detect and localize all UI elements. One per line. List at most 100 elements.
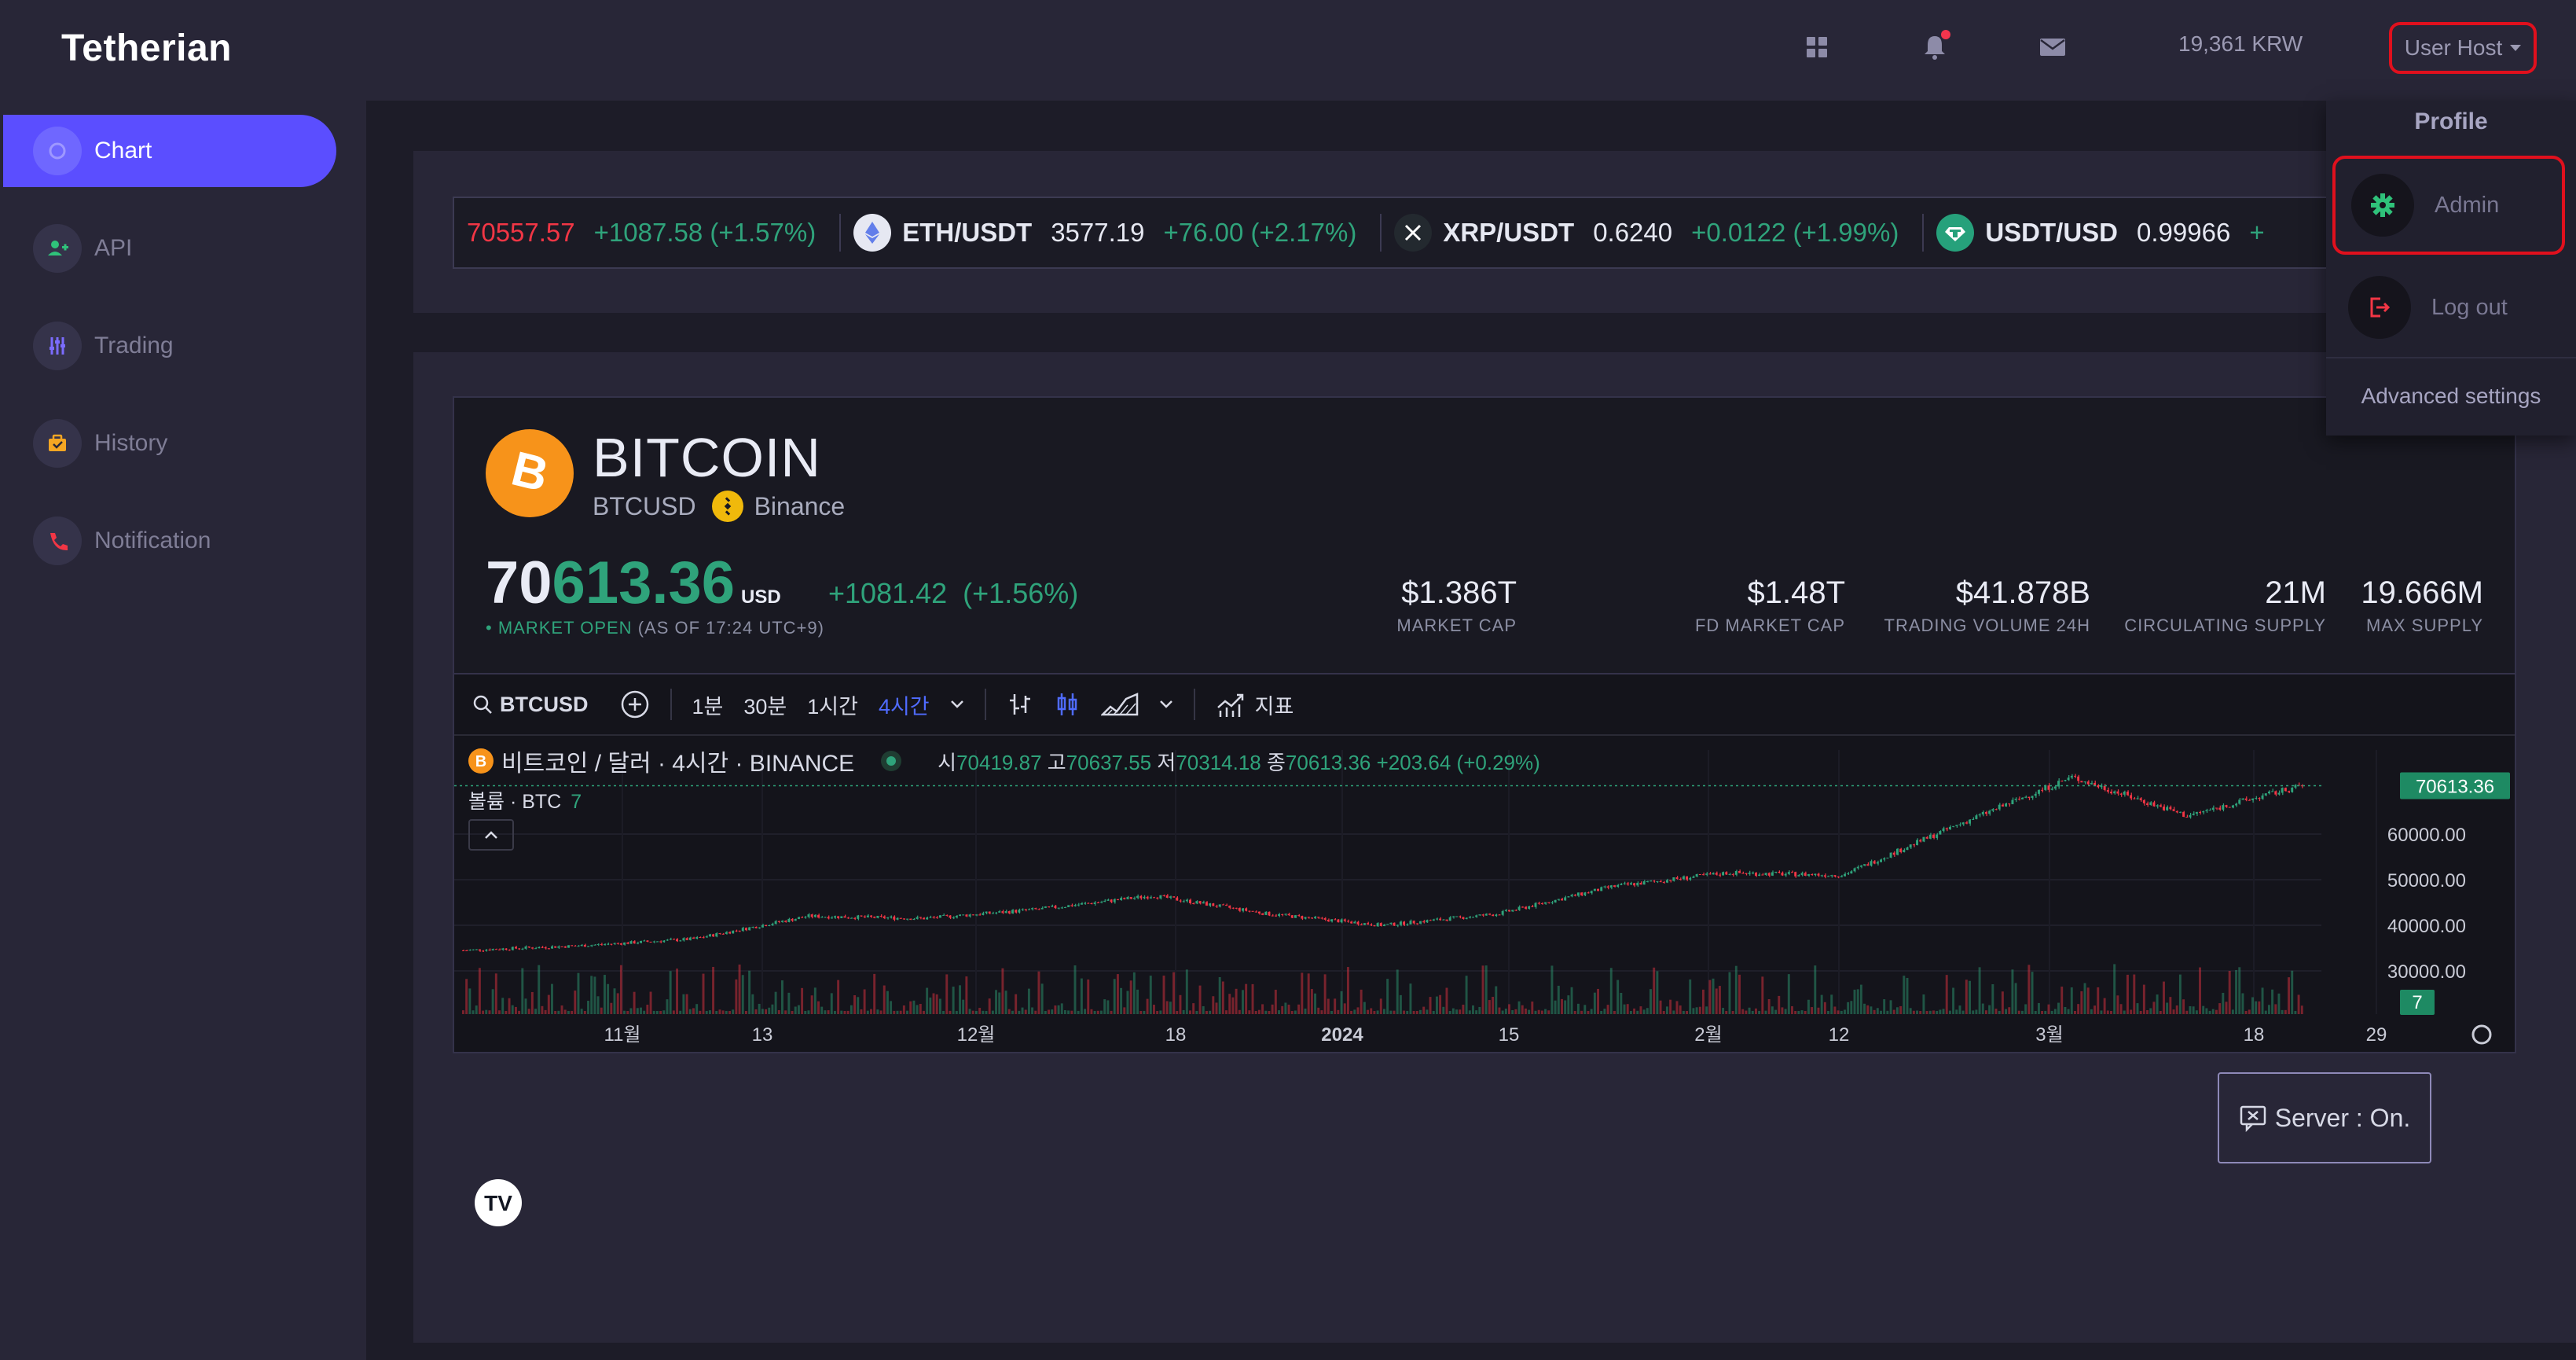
ticker-item-btc[interactable]: 70557.57 +1087.58 (+1.57%) xyxy=(454,218,839,248)
candle xyxy=(1771,872,1774,876)
volume-bar xyxy=(2215,1009,2218,1014)
volume-bar xyxy=(1242,990,1244,1014)
volume-bar xyxy=(748,970,751,1014)
stat-market-cap: $1.386T MARKET CAP xyxy=(1396,575,1517,636)
volume-bar xyxy=(1459,1009,1462,1014)
candle xyxy=(938,915,941,918)
volume-bar xyxy=(1975,1009,1978,1014)
volume-bar xyxy=(1544,1009,1547,1014)
candle xyxy=(2001,804,2004,807)
legend-collapse-button[interactable] xyxy=(468,819,514,851)
volume-bar xyxy=(2057,1002,2060,1014)
candle xyxy=(843,916,846,918)
candle xyxy=(2014,798,2017,800)
volume-bar xyxy=(959,985,961,1014)
volume-bar xyxy=(1314,993,1317,1014)
candle xyxy=(2300,785,2303,787)
chart-settings-icon[interactable] xyxy=(2471,1024,2492,1045)
candle xyxy=(1528,906,1531,909)
mail-icon[interactable] xyxy=(2032,27,2073,68)
volume-bar xyxy=(2047,1004,2050,1014)
user-menu-button[interactable]: User Host xyxy=(2389,22,2537,74)
compare-add-button[interactable] xyxy=(620,689,650,719)
volume-bar xyxy=(1412,1010,1415,1014)
sidebar-item-history[interactable]: History xyxy=(3,407,336,480)
candle xyxy=(971,914,974,916)
candle xyxy=(1024,909,1027,910)
candle xyxy=(1007,911,1011,913)
ticker-item-usdt[interactable]: USDT/USD 0.99966 + xyxy=(1922,214,2288,252)
candle xyxy=(768,925,771,927)
candle xyxy=(2037,789,2040,794)
sidebar-item-chart[interactable]: Chart xyxy=(3,115,336,187)
coin-panel: B BITCOIN BTCUSD Binance 70613.36 USD +10… xyxy=(413,352,2576,1343)
volume-bar xyxy=(2231,1009,2234,1014)
candle xyxy=(1189,899,1191,903)
candle xyxy=(1665,880,1668,883)
ticker-item-eth[interactable]: ETH/USDT 3577.19 +76.00 (+2.17%) xyxy=(839,214,1380,252)
ticker-tape[interactable]: 70557.57 +1087.58 (+1.57%) ETH/USDT 3577… xyxy=(453,197,2576,269)
advanced-settings-link[interactable]: Advanced settings xyxy=(2361,384,2541,408)
chart-type-dropdown[interactable] xyxy=(1159,700,1173,709)
volume-bar xyxy=(1514,1009,1517,1014)
candle xyxy=(1129,897,1132,899)
candlestick-plot[interactable]: 30000.00 40000.00 50000.00 60000.00 11월 13 12월… xyxy=(454,734,2515,1050)
volume-bar xyxy=(2251,997,2254,1014)
candle xyxy=(1708,873,1712,875)
candle xyxy=(1126,897,1129,899)
volume-bar xyxy=(544,1009,547,1014)
volume-bar xyxy=(1722,1008,1725,1014)
candle xyxy=(860,915,863,917)
ticker-item-xrp[interactable]: XRP/USDT 0.6240 +0.0122 (+1.99%) xyxy=(1380,214,1922,252)
interval-1m[interactable]: 1분 xyxy=(692,694,724,719)
apps-grid-icon[interactable] xyxy=(1796,27,1837,68)
volume-bar xyxy=(1817,1007,1820,1014)
bar-style-button[interactable] xyxy=(1007,691,1033,718)
candle xyxy=(616,943,619,944)
volume-bar xyxy=(1254,1010,1257,1014)
volume-bar xyxy=(965,976,968,1014)
candle xyxy=(1337,919,1340,923)
interval-30m[interactable]: 30분 xyxy=(743,694,787,719)
interval-4h[interactable]: 4시간 xyxy=(878,694,930,719)
price-chart[interactable]: BTCUSD 1분 30분 1시간 4시간 xyxy=(454,673,2515,1226)
indicators-button[interactable]: 지표 xyxy=(1216,689,1294,720)
symbol-search[interactable]: BTCUSD xyxy=(472,693,589,717)
candle xyxy=(1804,873,1807,877)
volume-bar xyxy=(1686,1010,1689,1014)
candle xyxy=(1376,923,1379,927)
volume-bar xyxy=(824,1010,827,1014)
candle xyxy=(728,932,731,934)
volume-bar xyxy=(2086,987,2090,1014)
interval-dropdown[interactable] xyxy=(950,700,964,709)
candle xyxy=(1172,896,1176,898)
server-status-toast[interactable]: Server : On. xyxy=(2218,1072,2431,1163)
sidebar-item-api[interactable]: API xyxy=(3,212,336,285)
interval-1h[interactable]: 1시간 xyxy=(807,694,858,719)
candle xyxy=(1132,898,1136,899)
volume-bar xyxy=(1593,992,1596,1014)
volume-bar xyxy=(1550,965,1554,1014)
candle xyxy=(580,944,583,946)
sidebar-item-trading[interactable]: Trading xyxy=(3,310,336,382)
area-style-button[interactable] xyxy=(1100,691,1139,718)
logout-menu-item[interactable]: Log out xyxy=(2332,258,2565,357)
volume-bar xyxy=(1015,994,1018,1014)
bell-icon[interactable] xyxy=(1914,27,1955,68)
candle xyxy=(547,948,550,950)
sidebar-item-notification[interactable]: Notification xyxy=(3,505,336,577)
candle-style-button[interactable] xyxy=(1054,691,1081,718)
volume-bar xyxy=(1037,971,1040,1014)
volume-bar xyxy=(1067,1010,1070,1014)
tradingview-logo-icon[interactable]: TV xyxy=(473,1178,523,1232)
x-tick-label: 3월 xyxy=(2035,1024,2063,1046)
admin-menu-item[interactable]: Admin xyxy=(2332,156,2565,255)
candle xyxy=(1334,919,1337,921)
brand-logo[interactable]: Tetherian xyxy=(61,28,232,69)
volume-bar xyxy=(1057,1005,1060,1014)
volume-bar xyxy=(1837,1010,1840,1014)
volume-bar xyxy=(1106,1000,1110,1014)
volume-bar xyxy=(583,1010,586,1014)
volume-bar xyxy=(1327,998,1330,1014)
candle xyxy=(1067,905,1070,907)
